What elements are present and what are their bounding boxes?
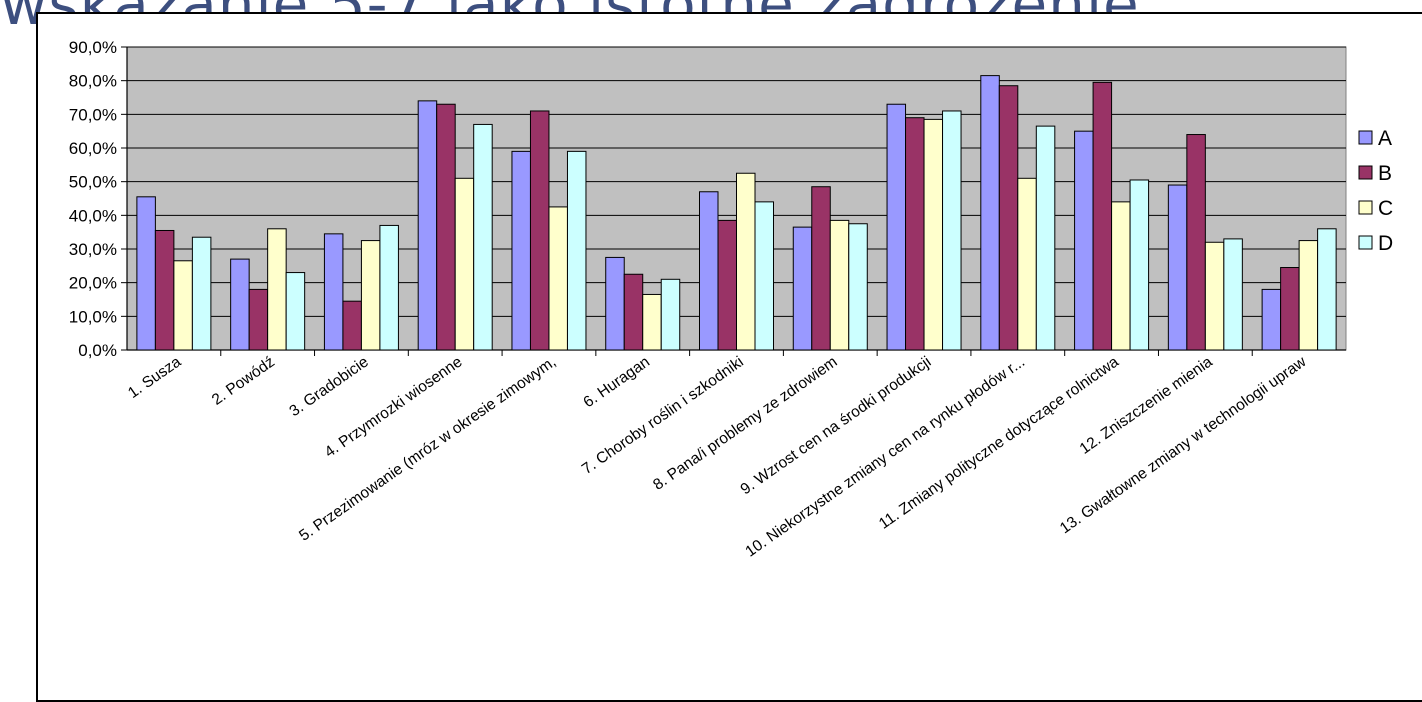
- bar-c: [1111, 201, 1131, 351]
- bar-b: [248, 288, 269, 351]
- bar-d: [660, 278, 681, 351]
- category-label: 9. Wzrost cen na środki produkcji: [738, 353, 935, 498]
- legend-swatch-d: [1358, 235, 1373, 250]
- legend-label-d: D: [1378, 232, 1393, 255]
- bar-d: [942, 110, 962, 351]
- bar-a: [323, 233, 344, 351]
- legend-label-a: A: [1378, 127, 1392, 150]
- legend-swatch-b: [1358, 165, 1373, 180]
- y-tick-label: 60,0%: [69, 139, 117, 158]
- bar-a: [417, 100, 438, 351]
- bar-d: [848, 223, 868, 351]
- y-tick-label: 80,0%: [69, 72, 117, 91]
- bar-c: [360, 240, 381, 351]
- bar-d: [566, 150, 587, 351]
- axes: 0,0% 10,0% 20,0% 30,0% 40,0% 50,0% 60,0% 70,0% 8…: [69, 38, 1346, 360]
- bar-b: [436, 103, 456, 351]
- y-tick-label: 20,0%: [69, 274, 117, 293]
- bar-d: [191, 236, 212, 351]
- legend-label-c: C: [1378, 197, 1393, 220]
- bar-b: [342, 300, 362, 351]
- bar-a: [886, 103, 907, 351]
- bar-c: [1298, 240, 1319, 351]
- bar-a: [605, 256, 625, 351]
- y-tick-label: 0,0%: [78, 341, 117, 360]
- bar-a: [1261, 288, 1282, 351]
- bar-a: [1074, 130, 1094, 351]
- category-label: 2. Powódź: [209, 353, 278, 408]
- bar-b: [811, 186, 831, 351]
- y-tick-label: 40,0%: [69, 206, 117, 225]
- bar-c: [829, 219, 850, 351]
- bars: [136, 75, 1337, 351]
- bar-c: [454, 177, 475, 351]
- bar-c: [923, 118, 944, 351]
- bar-d: [1223, 238, 1243, 351]
- bar-b: [154, 229, 175, 351]
- legend-label-b: B: [1378, 162, 1392, 185]
- bar-b: [717, 219, 737, 351]
- y-tick-label: 10,0%: [69, 307, 117, 326]
- bar-b: [1186, 134, 1206, 351]
- bar-c: [1204, 241, 1225, 351]
- category-label: 8. Pana/i problemy ze zdrowiem: [650, 353, 840, 493]
- legend-swatch-a: [1358, 130, 1373, 145]
- y-tick-label: 30,0%: [69, 240, 117, 259]
- bar-a: [511, 150, 531, 351]
- bar-d: [1129, 179, 1150, 351]
- bar-d: [473, 123, 493, 351]
- category-label: 6. Huragan: [580, 353, 653, 411]
- y-tick-label: 50,0%: [69, 173, 117, 192]
- bar-c: [267, 228, 287, 351]
- category-label: 7. Choroby roślin i szkodniki: [579, 353, 747, 478]
- bar-c: [736, 172, 756, 351]
- bar-a: [136, 196, 156, 351]
- category-label: 1. Susza: [125, 353, 184, 402]
- bar-c: [548, 206, 568, 351]
- bar-b: [998, 85, 1019, 351]
- bar-b: [623, 273, 644, 351]
- bar-a: [980, 75, 1000, 351]
- bar-b: [905, 117, 925, 351]
- bar-c: [173, 260, 193, 351]
- bar-c: [642, 293, 662, 351]
- category-label: 3. Gradobicie: [286, 353, 371, 420]
- y-tick-label: 90,0%: [69, 38, 117, 57]
- bar-b: [1092, 81, 1113, 351]
- bar-a: [699, 191, 719, 351]
- legend-swatch-c: [1358, 200, 1373, 215]
- bar-d: [379, 224, 399, 351]
- bar-d: [754, 201, 774, 351]
- bar-d: [1035, 125, 1056, 351]
- bar-a: [792, 226, 813, 351]
- bar-c: [1017, 177, 1037, 351]
- bar-a: [230, 258, 250, 351]
- y-tick-label: 70,0%: [69, 105, 117, 124]
- bar-b: [529, 110, 550, 351]
- bar-b: [1280, 267, 1300, 351]
- bar-a: [1167, 184, 1188, 351]
- bar-d: [1317, 228, 1337, 351]
- bar-d: [285, 272, 306, 351]
